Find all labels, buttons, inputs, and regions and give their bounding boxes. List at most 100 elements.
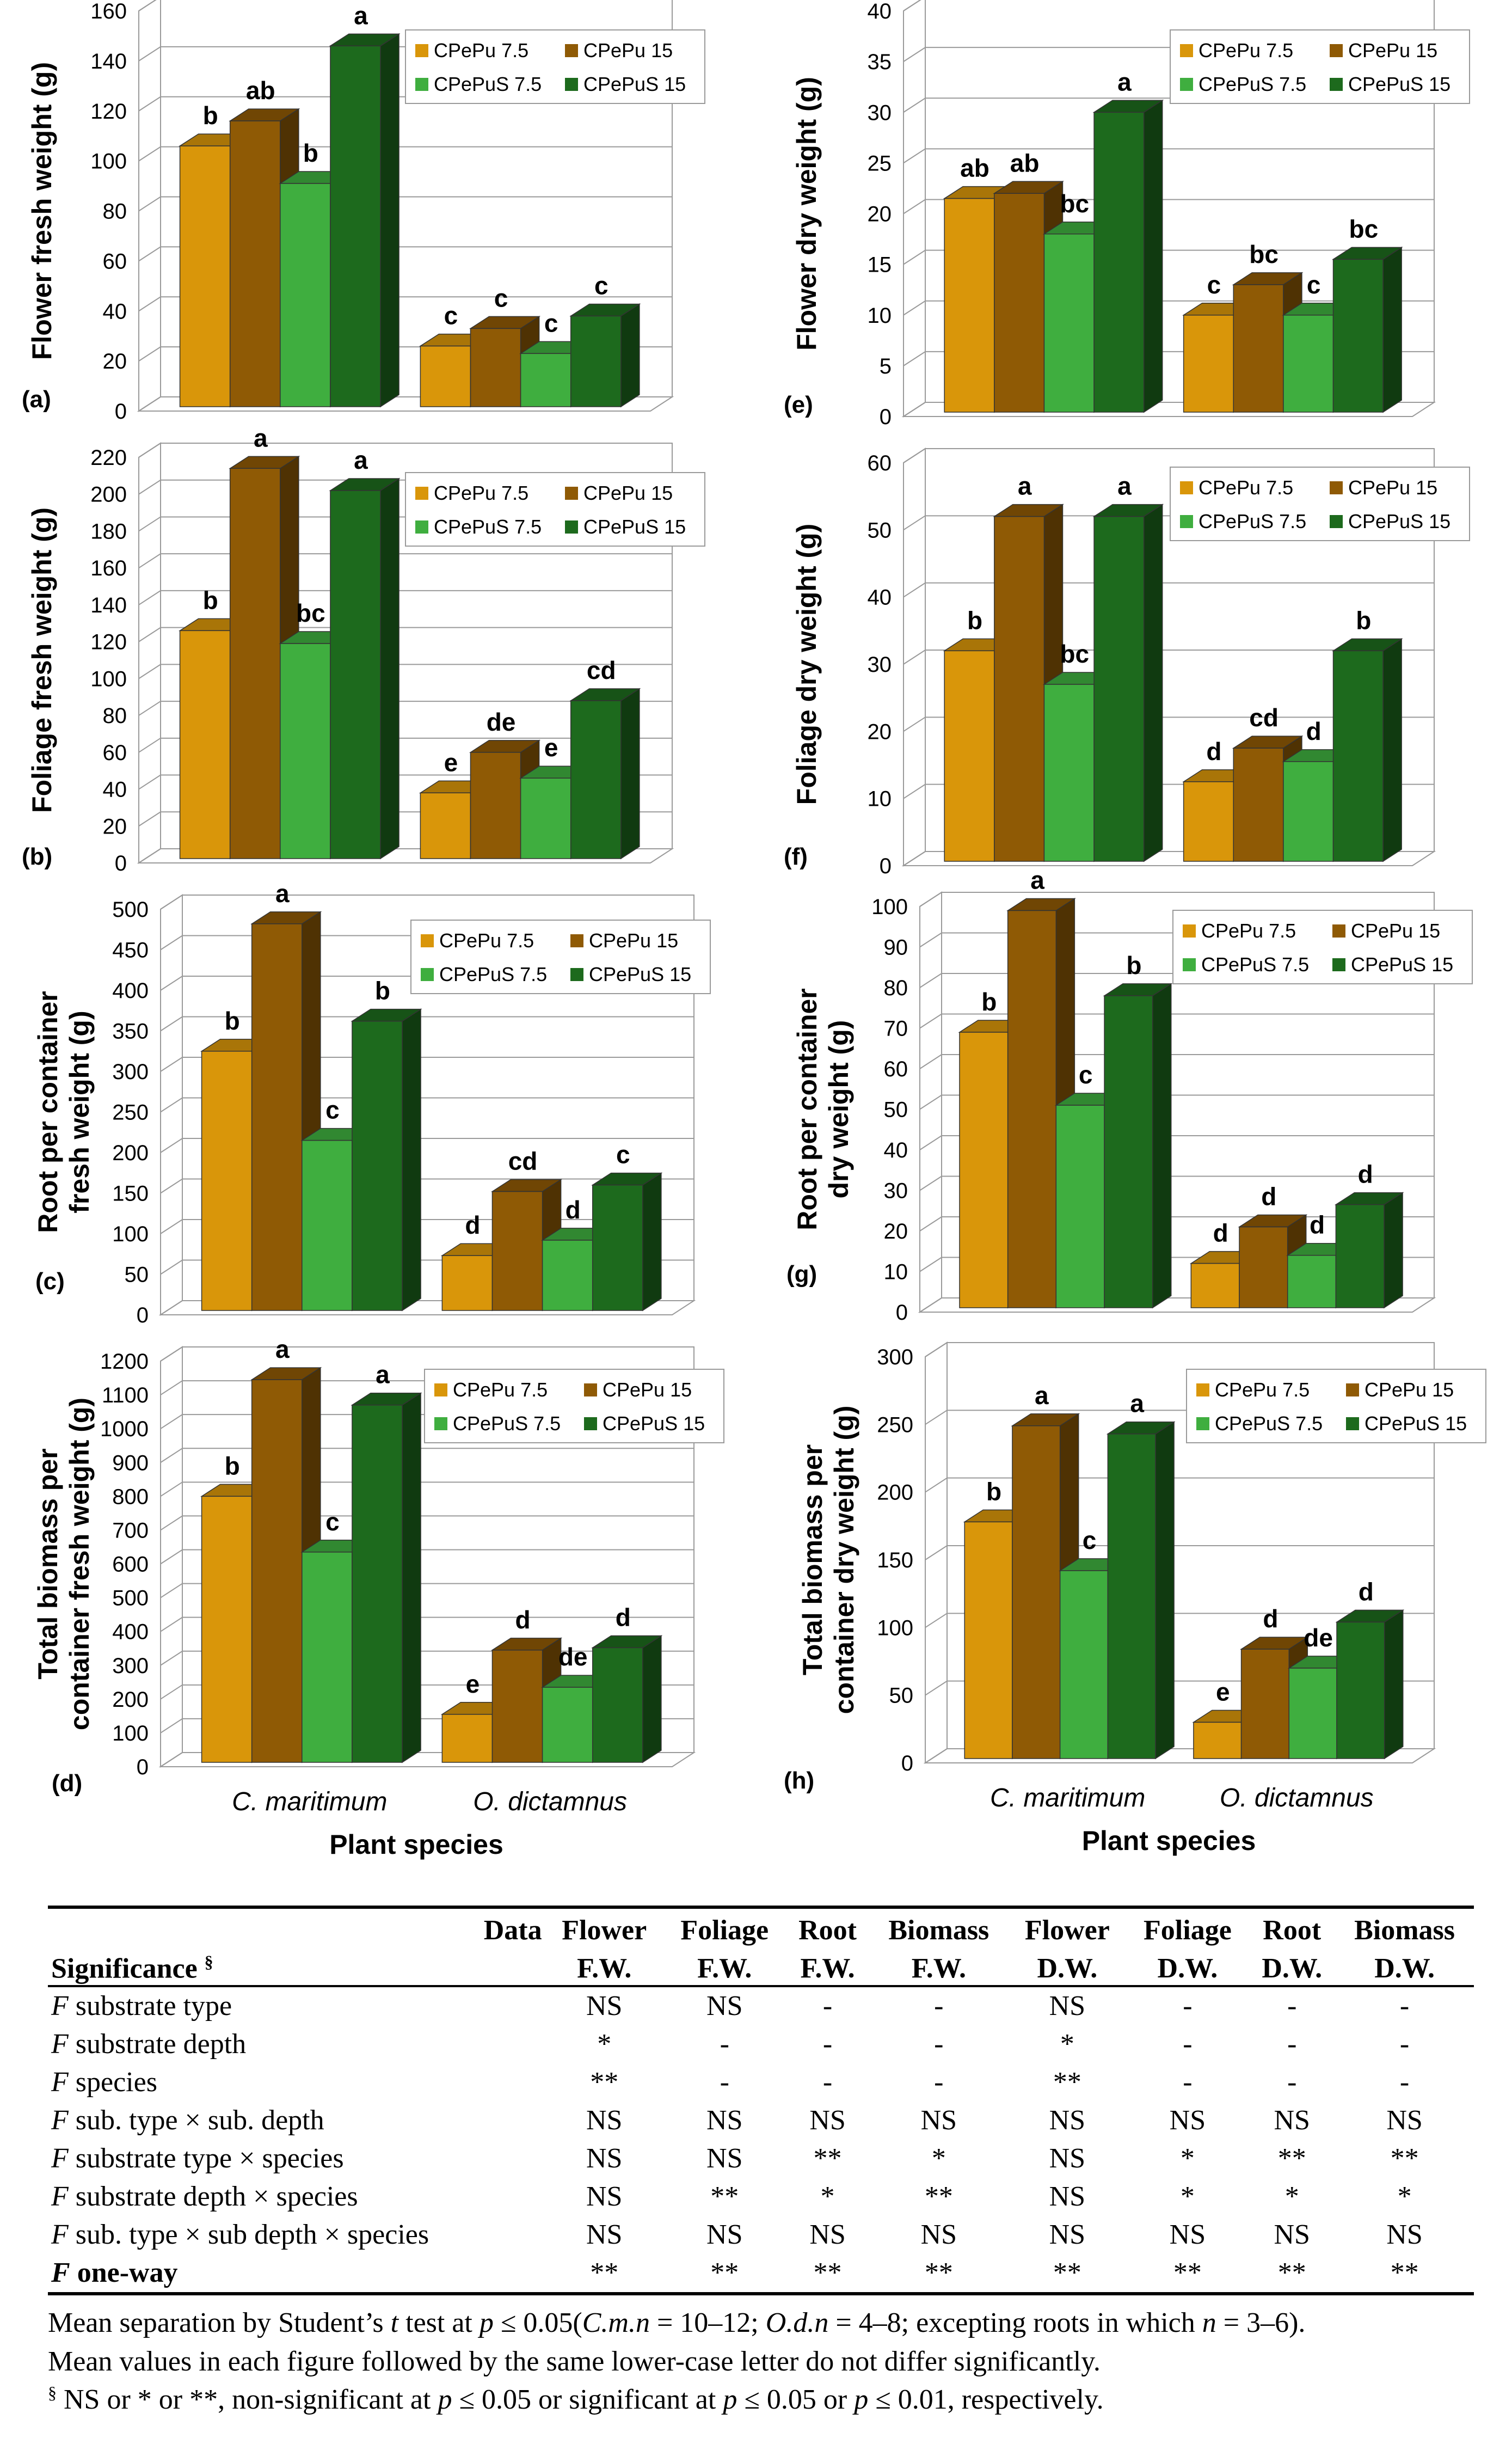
table-cell: - <box>720 2067 729 2098</box>
gridline <box>903 249 1434 265</box>
table-cell: ** <box>924 2181 953 2212</box>
legend-swatch <box>415 487 428 500</box>
y-tick-label: 10 <box>884 1260 908 1284</box>
bar-significance-label: d <box>1310 1211 1325 1239</box>
panel-label: (e) <box>784 391 813 418</box>
gridline <box>903 148 1434 164</box>
legend-label: CPePu 7.5 <box>434 482 528 504</box>
legend-label: CPePuS 15 <box>1348 510 1450 532</box>
legend-swatch <box>1180 44 1193 57</box>
chart-a: 0 20 40 60 80 100 120 140 160 Flower fresh weight… <box>22 0 705 424</box>
table-cell: NS <box>920 2105 957 2136</box>
x-axis-label: Plant species <box>329 1829 503 1860</box>
gridline <box>138 627 672 642</box>
gridline <box>919 1013 1434 1029</box>
y-tick-label: 150 <box>877 1548 913 1572</box>
legend: CPePu 7.5 CPePu 15 CPePuS 7.5 CPePuS 15 <box>1186 1369 1486 1443</box>
table-cell: ** <box>1173 2257 1202 2288</box>
bar-significance-label: c <box>444 302 458 330</box>
bar-significance-label: ab <box>960 154 989 182</box>
gridline <box>160 1448 694 1463</box>
y-axis-label: Root per container <box>792 988 822 1230</box>
col-header-5-top: Flower <box>1024 1915 1110 1946</box>
bar-significance-label: d <box>465 1211 480 1239</box>
legend-swatch <box>570 934 583 947</box>
table-cell: NS <box>1169 2105 1206 2136</box>
note-line-1: Mean separation by Student’s t test at p… <box>48 2307 1306 2338</box>
col-header-4-bottom: F.W. <box>911 1953 966 1984</box>
table-cell: - <box>1287 2067 1297 2098</box>
table-cell: ** <box>1277 2257 1306 2288</box>
bar-significance-label: a <box>275 1335 290 1363</box>
table-row: F species ** - - - ** - - - <box>48 2063 1474 2102</box>
table-cell: NS <box>586 2219 623 2250</box>
legend-swatch <box>1183 958 1196 971</box>
y-tick-label: 350 <box>112 1020 149 1044</box>
y-tick-label: 450 <box>112 939 149 963</box>
bar-significance-label: d <box>1358 1160 1373 1189</box>
row-label: F sub. type × sub depth × species <box>51 2219 429 2250</box>
table-cell: NS <box>1049 2219 1086 2250</box>
y-tick-label: 200 <box>112 1688 149 1712</box>
gridline <box>160 1481 694 1497</box>
legend-label: CPePuS 15 <box>583 516 686 538</box>
y-tick-label: 160 <box>90 0 127 23</box>
bar-significance-label: d <box>515 1606 530 1634</box>
bar-significance-label: a <box>354 446 368 474</box>
bar-significance-label: a <box>275 879 290 908</box>
chart-b: 0 20 40 60 80 100 120 140 160 180 200 220 Foliage fr… <box>22 424 705 875</box>
legend-swatch <box>434 1383 447 1396</box>
y-tick-label: 15 <box>868 253 892 277</box>
table-cell: ** <box>710 2257 739 2288</box>
bar-significance-label: c <box>325 1508 340 1536</box>
y-axis-label: Flower fresh weight (g) <box>27 62 57 360</box>
panel-label: (a) <box>22 386 51 413</box>
y-tick-label: 30 <box>868 101 892 125</box>
bar-significance-label: a <box>1117 68 1132 96</box>
table-cell: - <box>1399 2067 1410 2098</box>
gridline <box>925 1342 1434 1357</box>
y-tick-label: 40 <box>884 1138 908 1162</box>
bar-significance-label: de <box>487 708 516 736</box>
bar <box>993 504 1064 862</box>
y-tick-label: 900 <box>112 1451 149 1475</box>
panel-label: (g) <box>786 1261 817 1288</box>
bar-significance-label: b <box>375 977 390 1005</box>
y-tick-label: 100 <box>90 150 127 174</box>
legend-label: CPePu 7.5 <box>1198 476 1293 499</box>
bar-significance-label: b <box>303 139 318 167</box>
gridline <box>903 448 1434 463</box>
legend-swatch <box>415 44 428 57</box>
legend-swatch <box>1330 44 1343 57</box>
y-tick-label: 50 <box>889 1684 914 1708</box>
legend-label: CPePu 15 <box>1348 476 1437 499</box>
y-tick-label: 100 <box>112 1722 149 1745</box>
y-axis-label: container fresh weight (g) <box>64 1398 95 1730</box>
y-tick-label: 0 <box>901 1751 913 1775</box>
table-cell: - <box>1183 1990 1193 2022</box>
legend: CPePu 7.5 CPePu 15 CPePuS 7.5 CPePuS 15 <box>405 29 705 104</box>
significance-table-block: Data Flower Foliage Root Biomass Flower … <box>48 1906 1474 2419</box>
legend-label: CPePuS 7.5 <box>434 516 542 538</box>
bar-significance-label: ab <box>246 76 275 105</box>
y-tick-label: 300 <box>112 1060 149 1084</box>
y-tick-label: 20 <box>884 1220 908 1243</box>
table-cell: * <box>1180 2143 1195 2174</box>
legend-label: CPePuS 15 <box>583 73 686 95</box>
y-tick-label: 250 <box>877 1413 913 1437</box>
gridline <box>160 1616 694 1632</box>
bar-significance-label: cd <box>1249 703 1279 732</box>
bar-significance-label: d <box>1213 1219 1228 1247</box>
gridline <box>160 1515 694 1531</box>
y-axis-label: container dry weight (g) <box>829 1406 859 1714</box>
bar-significance-label: d <box>1263 1604 1278 1633</box>
legend: CPePu 7.5 CPePu 15 CPePuS 7.5 CPePuS 15 <box>1170 467 1470 541</box>
gridline <box>160 1057 694 1072</box>
bar-significance-label: b <box>1356 606 1371 634</box>
bar-significance-label: a <box>376 1361 390 1389</box>
bar-significance-label: bc <box>296 599 325 627</box>
table-cell: NS <box>1049 2181 1086 2212</box>
table-cell: NS <box>706 2219 743 2250</box>
gridline <box>138 196 672 212</box>
y-tick-label: 0 <box>896 1301 908 1325</box>
